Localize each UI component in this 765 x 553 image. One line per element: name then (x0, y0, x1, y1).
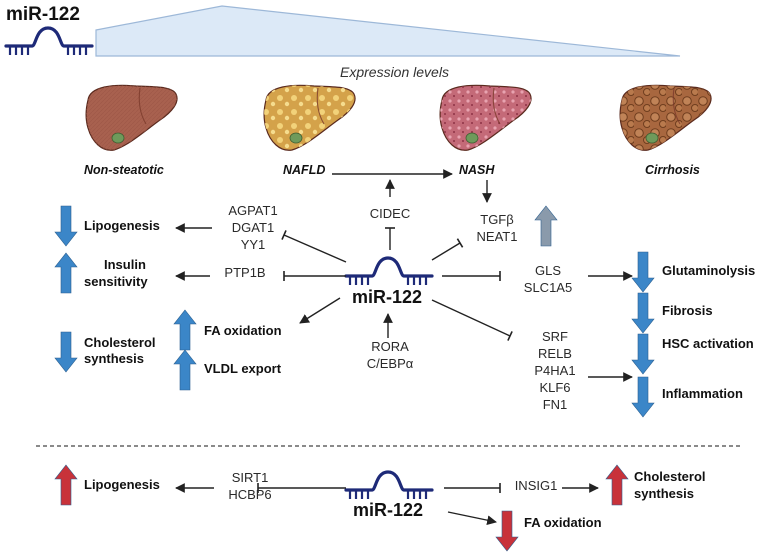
outcome-insulin: Insulin (104, 257, 146, 272)
target-relb: RELB (538, 346, 572, 361)
mirna-hairpin-icon-lower (344, 470, 434, 499)
arrow-down-icon-hsc (631, 333, 655, 375)
outcome-inflammation: Inflammation (662, 386, 743, 401)
target-fn1: FN1 (542, 397, 568, 412)
target-dgat1: DGAT1 (231, 220, 275, 235)
outcome-synthesis: synthesis (84, 351, 144, 366)
arrow-up-icon-insulin (54, 252, 78, 294)
target-yy1: YY1 (240, 237, 266, 252)
title: miR-122 (6, 4, 80, 25)
arrow-down-icon-lipogenesis (54, 205, 78, 247)
stage-nafld-label: NAFLD (283, 163, 326, 177)
outcome-cholesterol: Cholesterol (84, 335, 156, 350)
mir122-label-upper: miR-122 (352, 287, 423, 307)
arrow-up-icon-vldl (173, 349, 197, 391)
target-ptp1b: PTP1B (224, 265, 266, 280)
outcome-lower-synthesis: synthesis (634, 486, 694, 501)
target-p4ha1: P4HA1 (534, 363, 576, 378)
mirna-hairpin-icon-upper (344, 256, 434, 285)
target-neat1: NEAT1 (476, 229, 518, 244)
liver-icon-cirrhosis (619, 84, 712, 151)
stage-non-steatotic-label: Non-steatotic (84, 163, 164, 177)
arrow-down-icon-cholesterol (54, 331, 78, 373)
target-tgfb: TGFβ (480, 212, 514, 227)
outcome-hsc-activation: HSC activation (662, 336, 754, 351)
liver-icon-nash (439, 84, 532, 151)
arrow-down-icon-fibrosis (631, 292, 655, 334)
target-cidec: CIDEC (369, 206, 411, 221)
outcome-vldl-export: VLDL export (204, 361, 282, 376)
regulator-rora: RORA (371, 339, 409, 354)
inhibit-mir122-srf-bar (507, 331, 513, 341)
regulator-cebpa: C/EBPα (366, 356, 414, 371)
target-klf6: KLF6 (539, 380, 571, 395)
outcome-glutaminolysis: Glutaminolysis (662, 263, 756, 278)
inhibit-mir122-agpat1-bar (281, 230, 287, 240)
liver-icon-nafld (263, 84, 356, 151)
stage-nash-label: NASH (459, 163, 495, 177)
outcome-fibrosis: Fibrosis (662, 303, 713, 318)
outcome-sensitivity: sensitivity (84, 274, 148, 289)
outcome-fa-oxidation: FA oxidation (204, 323, 282, 338)
target-sirt1: SIRT1 (231, 470, 269, 485)
outcome-lower-lipogenesis: Lipogenesis (84, 477, 160, 492)
arrow-down-icon-lower-fa-oxidation (495, 510, 519, 552)
outcome-lower-fa-oxidation: FA oxidation (524, 515, 602, 530)
target-slc1a5: SLC1A5 (523, 280, 573, 295)
target-srf: SRF (542, 329, 568, 344)
arrow-mir122-to-fa-oxidation-lower (447, 511, 497, 525)
inhibit-mir122-agpat1 (283, 234, 347, 263)
stage-cirrhosis-label: Cirrhosis (645, 163, 700, 177)
inhibit-mir122-nash-bar (456, 238, 464, 248)
arrow-up-icon-lower-lipogenesis (54, 464, 78, 506)
target-insig1: INSIG1 (514, 478, 558, 493)
target-agpat1: AGPAT1 (228, 203, 278, 218)
liver-icon-non-steatotic (85, 84, 178, 151)
expression-label: Expression levels (340, 64, 449, 80)
arrow-up-icon-lower-cholesterol (605, 464, 629, 506)
outcome-lower-cholesterol: Cholesterol (634, 469, 706, 484)
arrow-down-icon-glutaminolysis (631, 251, 655, 293)
target-hcbp6: HCBP6 (228, 487, 272, 502)
inhibit-mir122-nash (431, 242, 461, 261)
arrow-up-icon-fa-oxidation (173, 309, 197, 351)
arrow-up-icon-neat1 (534, 205, 558, 247)
expression-wedge (95, 5, 681, 57)
mirna-hairpin-icon-title (4, 26, 94, 55)
inhibit-mir122-srf (431, 299, 511, 337)
mir122-label-lower: miR-122 (353, 500, 424, 520)
arrow-mir122-to-fa-oxidation (299, 297, 341, 324)
target-gls: GLS (534, 263, 561, 278)
arrow-down-icon-inflammation (631, 376, 655, 418)
outcome-lipogenesis: Lipogenesis (84, 218, 160, 233)
